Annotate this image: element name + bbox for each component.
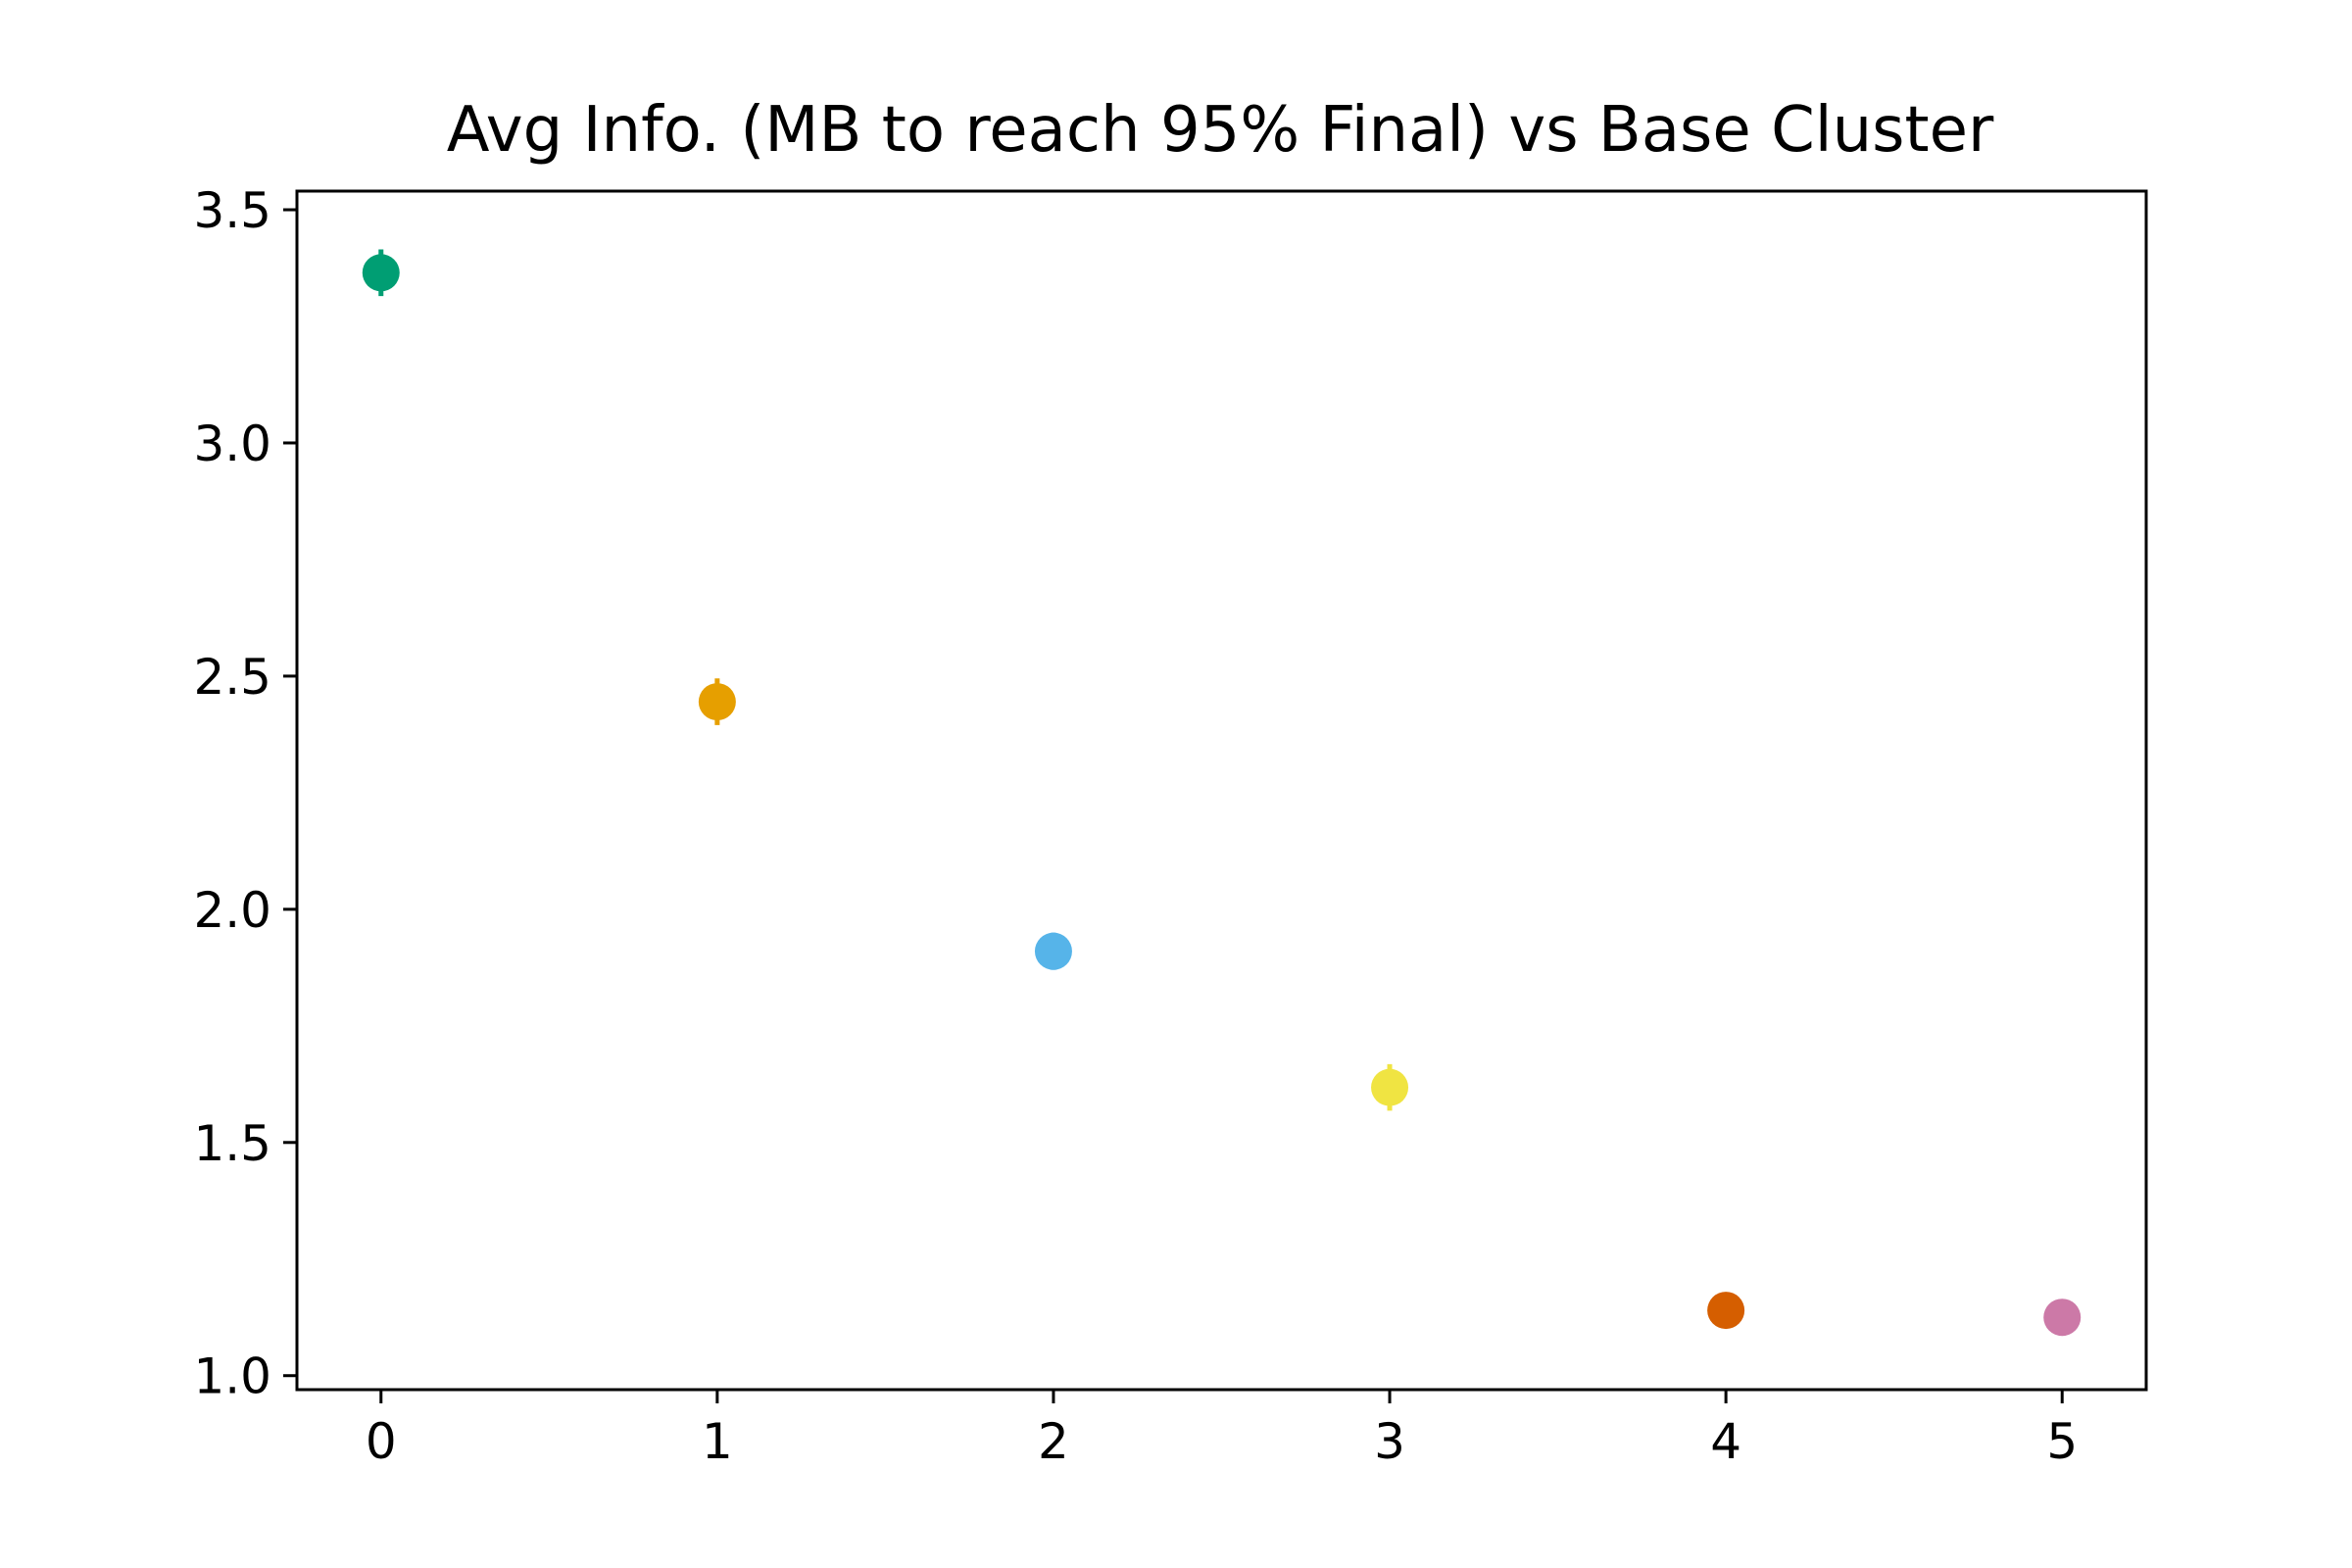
y-tick-label: 3.0 <box>193 416 271 472</box>
x-tick-label: 3 <box>1374 1413 1405 1470</box>
y-tick-label: 1.0 <box>193 1348 271 1405</box>
x-tick-label: 4 <box>1710 1413 1741 1470</box>
x-tick-label: 1 <box>702 1413 733 1470</box>
y-tick-label: 3.5 <box>193 182 271 239</box>
y-tick-label: 2.5 <box>193 649 271 706</box>
data-point <box>1034 932 1072 970</box>
x-tick-label: 2 <box>1038 1413 1069 1470</box>
data-point <box>1707 1292 1745 1330</box>
y-tick-label: 1.5 <box>193 1115 271 1172</box>
x-tick-label: 5 <box>2046 1413 2078 1470</box>
y-axis: 1.0 1.5 2.0 2.5 3.0 3.5 <box>193 182 297 1405</box>
axes-frame <box>295 189 2148 1392</box>
data-point <box>362 254 400 292</box>
data-point <box>698 683 736 721</box>
x-axis: 0 1 2 3 4 5 <box>366 1390 2078 1470</box>
data-point <box>2043 1298 2082 1337</box>
plot-area <box>362 249 2082 1337</box>
x-tick-label: 0 <box>366 1413 397 1470</box>
y-tick-label: 2.0 <box>193 882 271 939</box>
data-point <box>1371 1068 1409 1106</box>
chart-title: Avg Info. (MB to reach 95% Final) vs Bas… <box>447 94 1994 167</box>
